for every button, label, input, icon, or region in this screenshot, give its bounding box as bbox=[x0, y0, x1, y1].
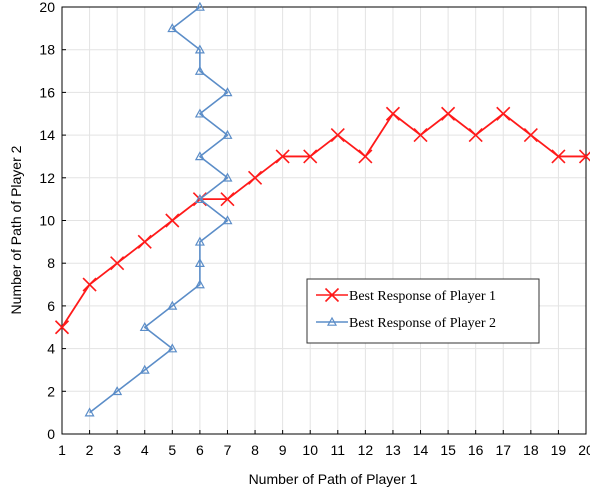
y-axis: 0 2 4 6 8 10 12 14 16 18 20 bbox=[39, 0, 66, 442]
x-tick-label: 10 bbox=[302, 442, 318, 458]
y-tick-label: 18 bbox=[39, 42, 55, 58]
series-2 bbox=[84, 1, 233, 417]
x-tick-label: 1 bbox=[58, 442, 66, 458]
series-layer bbox=[54, 1, 590, 417]
series-2-point bbox=[84, 407, 95, 417]
series-2-point bbox=[222, 172, 233, 182]
legend: Best Response of Player 1 Best Response … bbox=[306, 278, 540, 344]
x-tick-label: 20 bbox=[578, 442, 590, 458]
y-tick-label: 2 bbox=[47, 383, 55, 399]
x-tick-label: 14 bbox=[413, 442, 429, 458]
series-2-point bbox=[194, 1, 205, 11]
series-2-point bbox=[194, 236, 205, 246]
y-axis-title: Number of Path of Player 2 bbox=[8, 145, 24, 314]
series-2-point bbox=[139, 322, 150, 332]
x-tick-label: 2 bbox=[86, 442, 94, 458]
x-tick-label: 18 bbox=[523, 442, 539, 458]
y-tick-label: 0 bbox=[47, 426, 55, 442]
x-tick-label: 6 bbox=[196, 442, 204, 458]
series-2-point bbox=[222, 215, 233, 225]
series-1-point bbox=[551, 149, 566, 164]
legend-label-series-1: Best Response of Player 1 bbox=[349, 289, 496, 304]
x-tick-label: 17 bbox=[495, 442, 511, 458]
series-1 bbox=[54, 106, 590, 335]
series-1-point bbox=[358, 149, 373, 164]
y-tick-label: 8 bbox=[47, 255, 55, 271]
series-2-point bbox=[167, 343, 178, 353]
y-tick-label: 6 bbox=[47, 298, 55, 314]
series-2-point bbox=[222, 129, 233, 139]
x-tick-label: 8 bbox=[251, 442, 259, 458]
series-2-point bbox=[194, 193, 205, 203]
legend-x-marker-icon bbox=[324, 287, 340, 303]
series-2-point bbox=[222, 87, 233, 97]
legend-marker-series-2 bbox=[326, 316, 338, 326]
x-tick-label: 9 bbox=[279, 442, 287, 458]
y-tick-label: 12 bbox=[39, 170, 55, 186]
legend-label-series-2: Best Response of Player 2 bbox=[349, 316, 496, 331]
series-2-point bbox=[194, 279, 205, 289]
series-2-point bbox=[167, 23, 178, 33]
y-tick-label: 16 bbox=[39, 84, 55, 100]
y-tick-label: 10 bbox=[39, 213, 55, 229]
series-2-point bbox=[194, 44, 205, 54]
x-axis-title: Number of Path of Player 1 bbox=[249, 471, 418, 487]
series-1-point bbox=[441, 106, 456, 121]
series-2-point bbox=[194, 151, 205, 161]
series-1-point bbox=[220, 192, 235, 207]
series-1-point bbox=[247, 170, 263, 185]
series-1-point bbox=[468, 128, 483, 143]
series-1-point bbox=[578, 149, 590, 164]
series-2-point bbox=[167, 300, 178, 310]
legend-marker-series-1 bbox=[324, 287, 340, 303]
legend-triangle-marker-icon bbox=[326, 316, 338, 326]
x-tick-label: 13 bbox=[385, 442, 401, 458]
series-2-point bbox=[112, 386, 123, 396]
x-tick-label: 16 bbox=[468, 442, 484, 458]
x-tick-label: 11 bbox=[331, 442, 346, 458]
series-2-point bbox=[194, 108, 205, 118]
x-tick-label: 19 bbox=[551, 442, 567, 458]
legend-box bbox=[306, 278, 540, 344]
series-1-point bbox=[413, 128, 428, 143]
x-tick-label: 5 bbox=[168, 442, 176, 458]
y-tick-label: 20 bbox=[39, 0, 55, 15]
series-1-point bbox=[330, 128, 345, 143]
x-tick-label: 4 bbox=[141, 442, 149, 458]
series-2-point bbox=[139, 364, 150, 374]
y-tick-label: 4 bbox=[47, 341, 55, 357]
series-1-point bbox=[165, 213, 180, 228]
x-axis: 1 2 3 4 5 6 7 8 9 10 11 12 13 14 15 16 17 18 19 20 bbox=[58, 430, 590, 458]
x-tick-label: 3 bbox=[113, 442, 121, 458]
series-1-point bbox=[523, 128, 538, 143]
x-tick-label: 15 bbox=[440, 442, 456, 458]
series-1-point bbox=[54, 320, 70, 335]
y-tick-label: 14 bbox=[39, 127, 55, 143]
x-tick-label: 12 bbox=[358, 442, 374, 458]
x-tick-label: 7 bbox=[224, 442, 232, 458]
series-1-point bbox=[385, 106, 401, 121]
series-1-point bbox=[303, 149, 318, 164]
series-2-point bbox=[194, 65, 205, 75]
series-1-point bbox=[82, 277, 97, 292]
series-1-point bbox=[137, 234, 152, 249]
series-1-point bbox=[275, 149, 290, 164]
series-1-point bbox=[110, 256, 125, 271]
series-1-point bbox=[496, 106, 511, 121]
series-2-point bbox=[194, 257, 205, 267]
